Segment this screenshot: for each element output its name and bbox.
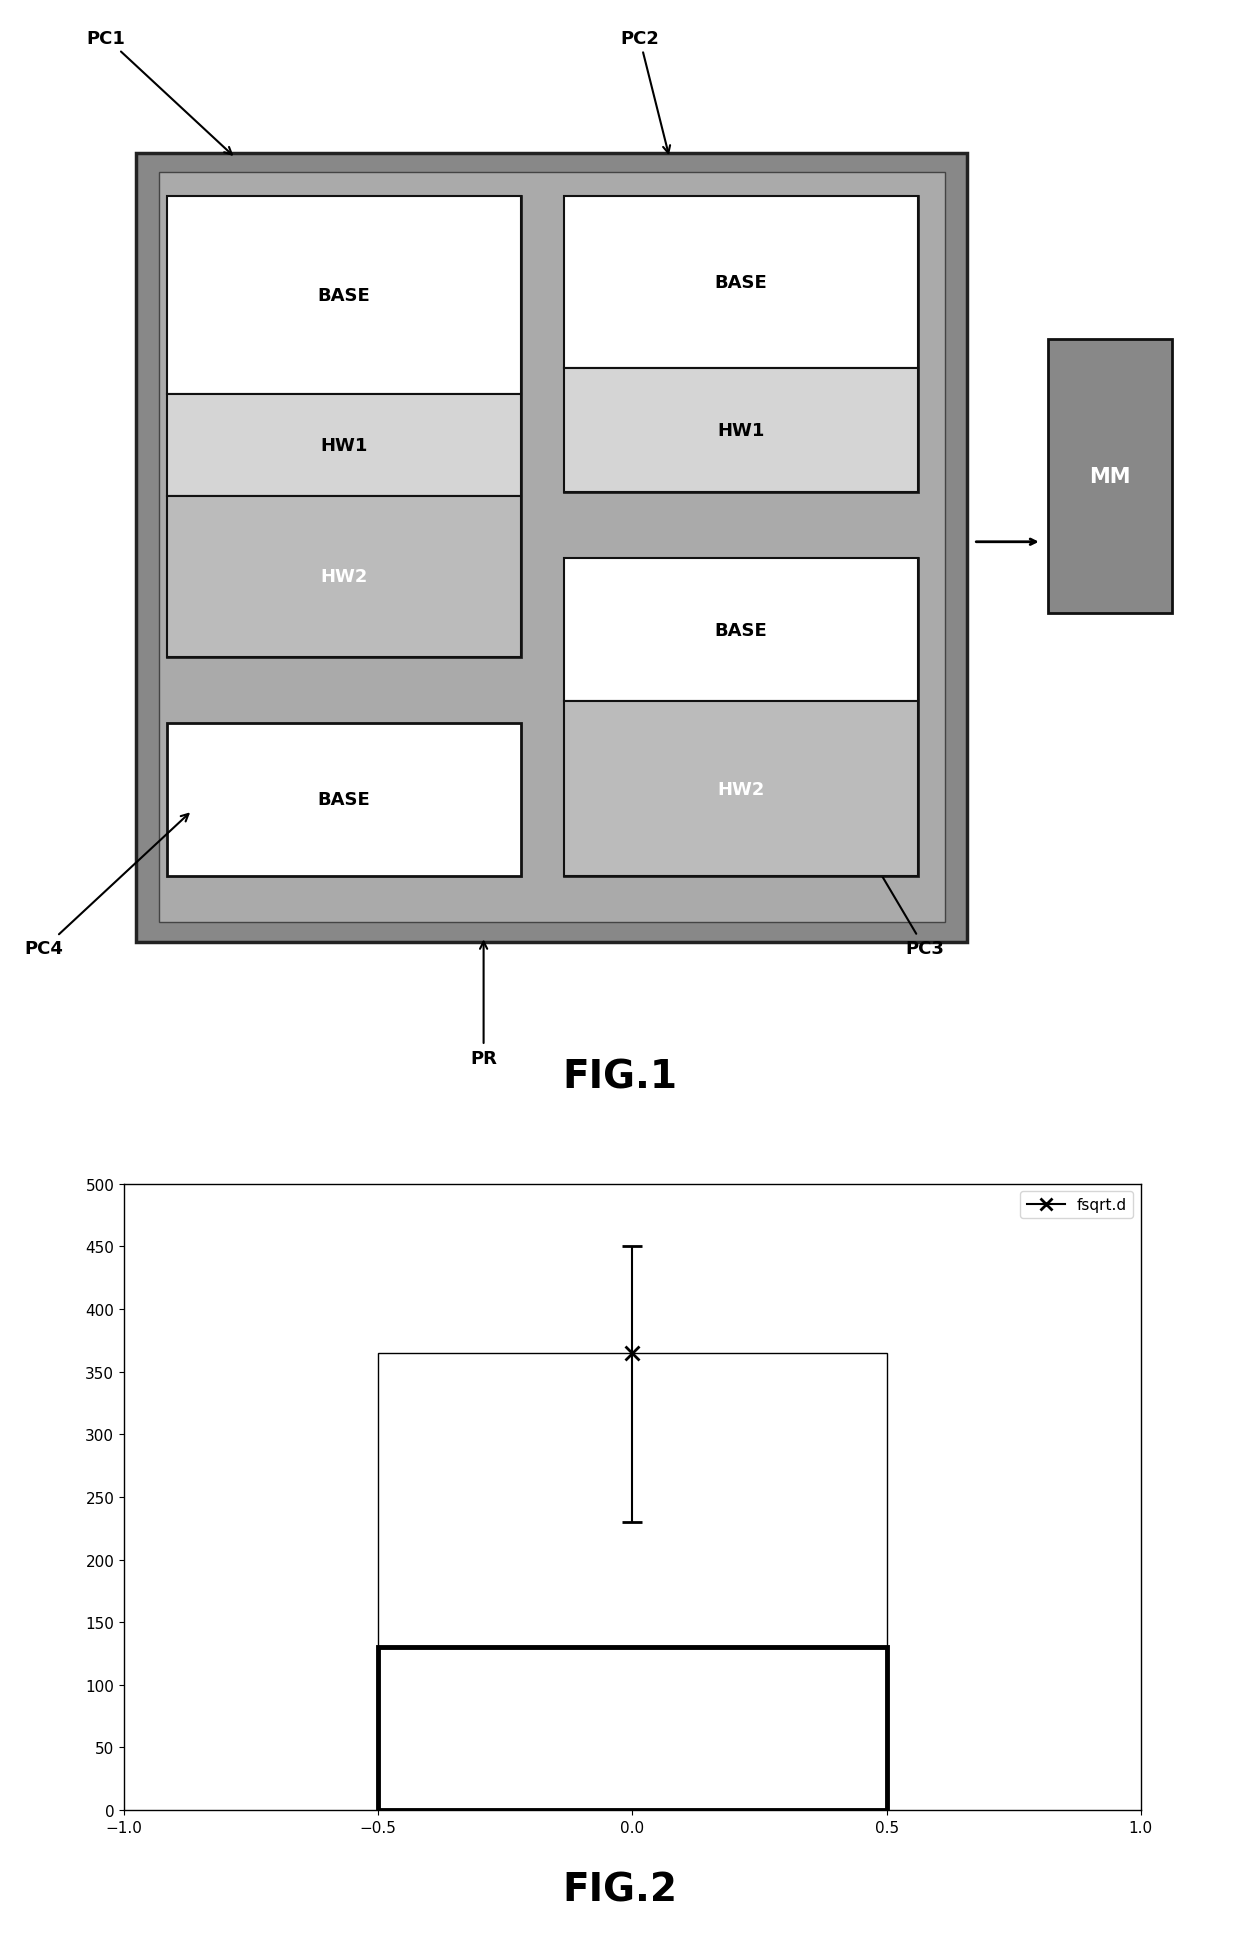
Bar (167, 198, 521, 395)
Text: BASE: BASE (317, 791, 371, 808)
Bar (136, 153, 967, 943)
Text: BASE: BASE (714, 622, 768, 640)
Bar (167, 395, 521, 497)
Legend: fsqrt.d: fsqrt.d (1021, 1192, 1133, 1219)
Text: PR: PR (470, 941, 497, 1067)
Text: BASE: BASE (317, 288, 371, 305)
Bar (1048, 341, 1172, 614)
Text: PC2: PC2 (620, 29, 670, 155)
Text: MM: MM (1089, 466, 1131, 487)
Text: HW1: HW1 (717, 423, 765, 440)
Bar (378, 1648, 887, 1810)
Bar (167, 497, 521, 658)
Bar (564, 198, 918, 368)
Bar (564, 368, 918, 493)
Text: HW2: HW2 (320, 568, 368, 585)
Text: PC3: PC3 (846, 816, 944, 957)
Text: FIG.1: FIG.1 (563, 1059, 677, 1096)
Bar (167, 724, 521, 877)
Text: PC4: PC4 (25, 814, 188, 957)
Text: FIG.2: FIG.2 (563, 1871, 677, 1908)
Text: HW2: HW2 (717, 781, 765, 798)
Text: PC1: PC1 (87, 29, 232, 155)
Bar (564, 560, 918, 703)
Bar (564, 198, 918, 493)
Text: BASE: BASE (714, 274, 768, 292)
Bar (564, 560, 918, 877)
Text: HW1: HW1 (320, 436, 368, 454)
Bar (564, 703, 918, 877)
Bar (167, 198, 521, 658)
Bar (159, 172, 945, 924)
Bar (378, 1352, 887, 1648)
